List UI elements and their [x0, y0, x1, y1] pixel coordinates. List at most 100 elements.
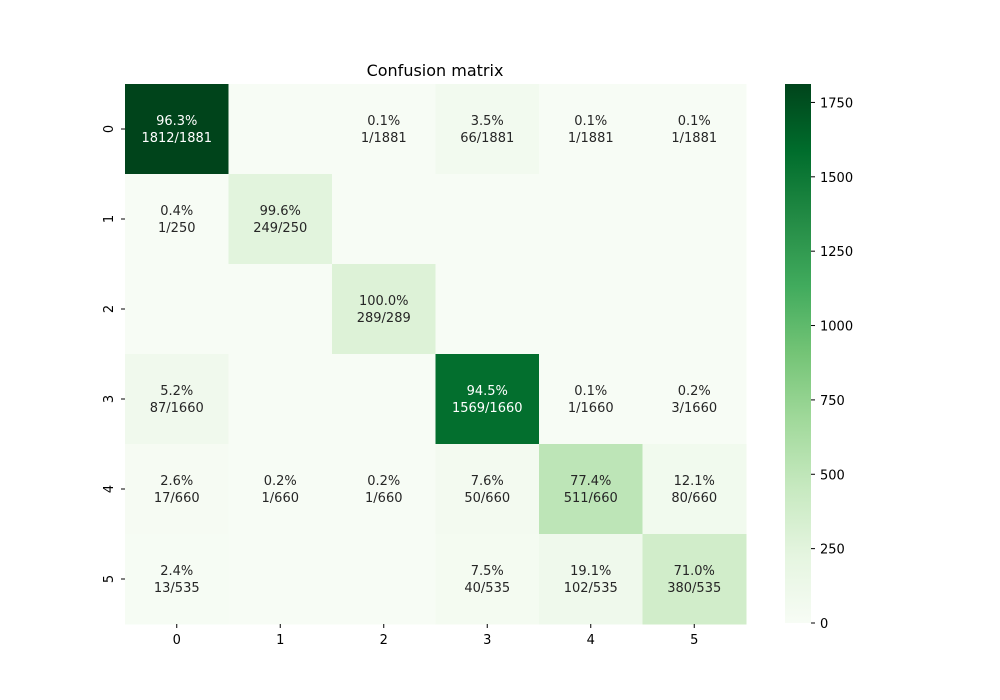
heatmap-cell-4-1	[228, 444, 333, 535]
x-tick-label: 0	[173, 633, 181, 648]
cell-count-label: 40/535	[464, 581, 510, 596]
heatmap-cell-4-2	[332, 444, 436, 535]
colorbar-tick-label: 1000	[820, 320, 853, 335]
y-axis: 0 1 2 3 4 5	[102, 125, 125, 583]
cell-count-label: 249/250	[253, 221, 307, 236]
colorbar-tick-label: 500	[820, 468, 845, 483]
cell-count-label: 50/660	[464, 491, 510, 506]
x-tick-label: 3	[483, 633, 491, 648]
cell-percent-label: 7.6%	[471, 474, 504, 489]
cell-count-label: 102/535	[564, 581, 618, 596]
y-tick-label: 5	[102, 575, 117, 583]
cell-percent-label: 5.2%	[160, 384, 193, 399]
heatmap-cell-0-3	[435, 84, 540, 175]
cell-count-label: 1812/1881	[141, 131, 212, 146]
heatmap-cells: 96.3% 1812/1881 0.1% 1/1881 3.5% 66/1881 0.1% 1…	[125, 84, 747, 625]
cell-count-label: 1/1881	[568, 131, 614, 146]
cell-percent-label: 0.2%	[678, 384, 711, 399]
cell-percent-label: 71.0%	[674, 564, 715, 579]
cell-count-label: 1/250	[158, 221, 195, 236]
x-tick-label: 5	[690, 633, 698, 648]
heatmap-cell-4-0	[125, 444, 229, 535]
cell-percent-label: 12.1%	[674, 474, 715, 489]
heatmap-cell-1-5	[642, 174, 747, 265]
cell-count-label: 1569/1660	[452, 401, 523, 416]
y-tick-label: 0	[102, 125, 117, 133]
cell-percent-label: 0.4%	[160, 204, 193, 219]
cell-count-label: 87/1660	[150, 401, 204, 416]
colorbar-tick-label: 0	[820, 617, 828, 632]
heatmap-cell-2-0	[125, 264, 229, 355]
chart-title: Confusion matrix	[367, 61, 504, 80]
heatmap-cell-4-3	[435, 444, 540, 535]
cell-percent-label: 19.1%	[570, 564, 611, 579]
cell-percent-label: 0.1%	[678, 114, 711, 129]
cell-percent-label: 0.2%	[264, 474, 297, 489]
heatmap-cell-5-4	[539, 534, 643, 625]
cell-percent-label: 7.5%	[471, 564, 504, 579]
cell-count-label: 1/660	[262, 491, 299, 506]
colorbar-tick-label: 1750	[820, 96, 853, 111]
heatmap-cell-5-3	[435, 534, 540, 625]
heatmap-cell-1-2	[332, 174, 436, 265]
cell-count-label: 511/660	[564, 491, 618, 506]
colorbar-tick-label: 250	[820, 543, 845, 558]
heatmap-cell-2-5	[642, 264, 747, 355]
cell-percent-label: 2.6%	[160, 474, 193, 489]
colorbar-tick-label: 1250	[820, 245, 853, 260]
cell-percent-label: 0.1%	[367, 114, 400, 129]
heatmap-cell-2-4	[539, 264, 643, 355]
x-tick-label: 2	[380, 633, 388, 648]
heatmap-cell-0-5	[642, 84, 747, 175]
heatmap-cell-0-4	[539, 84, 643, 175]
cell-count-label: 1/1660	[568, 401, 614, 416]
cell-count-label: 1/1881	[361, 131, 407, 146]
cell-percent-label: 3.5%	[471, 114, 504, 129]
heatmap-cell-3-0	[125, 354, 229, 445]
heatmap-cell-4-4	[539, 444, 643, 535]
heatmap-cell-3-5	[642, 354, 747, 445]
cell-percent-label: 0.2%	[367, 474, 400, 489]
cell-percent-label: 77.4%	[570, 474, 611, 489]
heatmap-cell-0-1	[228, 84, 333, 175]
cell-count-label: 380/535	[667, 581, 721, 596]
heatmap-cell-3-1	[228, 354, 333, 445]
heatmap-cell-5-2	[332, 534, 436, 625]
cell-count-label: 17/660	[154, 491, 200, 506]
cell-percent-label: 0.1%	[574, 114, 607, 129]
cell-percent-label: 96.3%	[156, 114, 197, 129]
cell-percent-label: 2.4%	[160, 564, 193, 579]
cell-percent-label: 94.5%	[467, 384, 508, 399]
x-axis: 0 1 2 3 4 5	[173, 624, 698, 648]
cell-count-label: 289/289	[357, 311, 411, 326]
colorbar-tick-label: 750	[820, 394, 845, 409]
cell-count-label: 1/1881	[671, 131, 717, 146]
heatmap-cell-1-0	[125, 174, 229, 265]
cell-count-label: 66/1881	[460, 131, 514, 146]
heatmap-cell-5-5	[642, 534, 747, 625]
y-tick-label: 2	[102, 305, 117, 313]
cell-count-label: 80/660	[671, 491, 717, 506]
y-tick-label: 3	[102, 395, 117, 403]
heatmap-cell-3-4	[539, 354, 643, 445]
cell-percent-label: 100.0%	[359, 294, 409, 309]
heatmap-cell-2-3	[435, 264, 540, 355]
colorbar-tick-label: 1500	[820, 171, 853, 186]
colorbar	[785, 84, 811, 623]
cell-count-label: 1/660	[365, 491, 402, 506]
colorbar-axis: 0 250 500 750 1000 1250 1500 1750	[811, 96, 853, 632]
heatmap-cell-1-1	[228, 174, 333, 265]
cell-percent-label: 99.6%	[260, 204, 301, 219]
cell-count-label: 13/535	[154, 581, 200, 596]
heatmap-cell-5-1	[228, 534, 333, 625]
heatmap-cell-2-2	[332, 264, 436, 355]
cell-percent-label: 0.1%	[574, 384, 607, 399]
heatmap-cell-3-2	[332, 354, 436, 445]
heatmap-cell-1-4	[539, 174, 643, 265]
x-tick-label: 4	[587, 633, 595, 648]
heatmap-cell-1-3	[435, 174, 540, 265]
heatmap-cell-0-2	[332, 84, 436, 175]
heatmap-cell-3-3	[435, 354, 540, 445]
heatmap-cell-5-0	[125, 534, 229, 625]
